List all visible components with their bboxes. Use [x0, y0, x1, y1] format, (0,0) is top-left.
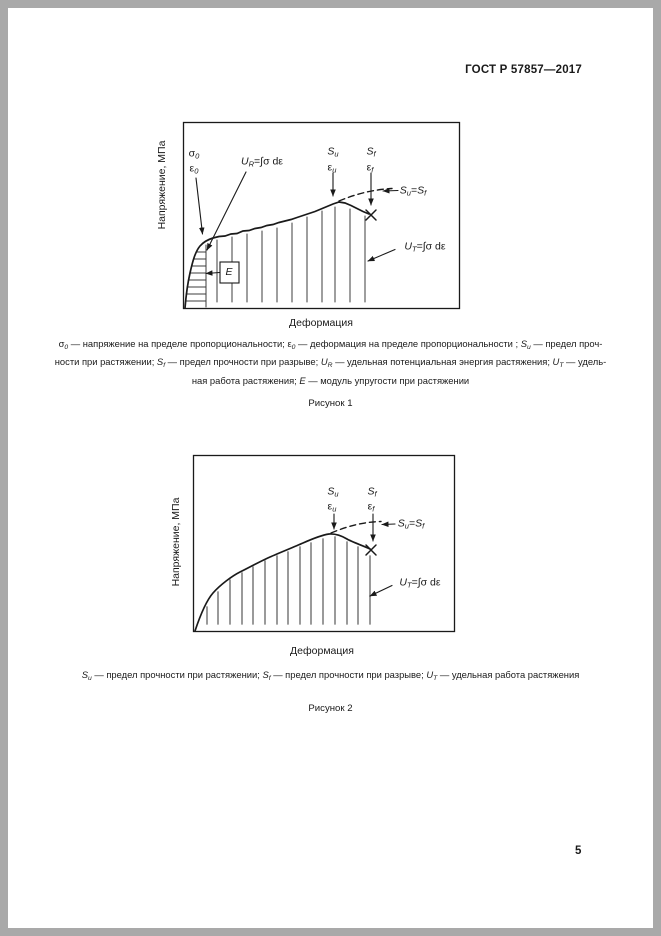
figure2-eps-f-label: εf [367, 500, 375, 514]
figure2-label: Рисунок 2 [308, 703, 353, 714]
figure2-sueqsf-arrow [381, 521, 396, 528]
figure2-eps-u-label: εu [327, 500, 337, 514]
figure1-horizontal-hatch [185, 244, 207, 308]
page-paper [8, 8, 653, 928]
figure1-su-label: Su [327, 145, 339, 159]
figure1-caption-line: ная работа растяжения; E — модуль упруго… [191, 374, 470, 386]
figure2-plot [192, 454, 456, 633]
figure1-ut-arrow [367, 248, 396, 262]
figure2-frame [192, 454, 456, 633]
figure1-plot [182, 121, 461, 310]
figure2-ut-arrow [369, 584, 393, 597]
figure2-arrows [331, 513, 396, 597]
figure2-caption-line: Su — предел прочности при растяжении; Sf… [81, 669, 580, 683]
figure1-x-axis-label: Деформация [289, 317, 353, 329]
figure1-e-arrow [205, 270, 221, 276]
figure1-fracture-x-icon [365, 209, 377, 221]
figure1-arrows [195, 171, 399, 276]
figure1-dashed-extension [338, 187, 393, 202]
figure2-caption: Su — предел прочности при растяжении; Sf… [0, 668, 661, 686]
figure1-label: Рисунок 1 [308, 398, 353, 409]
figure2-sf-label: Sf [367, 485, 377, 499]
figure1-ur-formula-label: UR=∫σ dε [241, 155, 283, 169]
figure1-y-axis-label: Напряжение, МПа [156, 140, 168, 230]
figure2-vertical-hatch [206, 536, 371, 625]
figure1-su-eq-sf-label: Su=Sf [399, 184, 427, 198]
figure2-su-eq-sf-label: Su=Sf [397, 517, 425, 531]
figure2-dashed-extension [330, 520, 382, 534]
figure1-sigma0-label: σ0 [188, 147, 200, 161]
figure1-caption-line: σ0 — напряжение на пределе пропорциональ… [58, 338, 603, 352]
figure1-e-modulus-label: E [225, 266, 233, 278]
figure2-stress-strain-curve [194, 533, 371, 632]
figure1-sf-label: Sf [366, 145, 376, 159]
figure2-fracture-x-icon [365, 544, 377, 556]
figure1-sueqsf-arrow [382, 187, 399, 194]
figure1-eps0-label: ε0 [189, 162, 199, 176]
figure1-stress-strain-curve [184, 201, 370, 309]
page-number: 5 [575, 845, 582, 857]
figure1-caption: σ0 — напряжение на пределе пропорциональ… [50, 337, 611, 388]
figure2-x-axis-label: Деформация [290, 645, 354, 657]
figure1-ur-arrow [206, 171, 247, 251]
figure2-su-label: Su [327, 485, 339, 499]
document-header-title: ГОСТ Р 57857—2017 [465, 64, 582, 76]
figure2-y-axis-label: Напряжение, МПа [170, 497, 182, 587]
figure1-frame [182, 121, 461, 310]
figure1-eps-u-label: εu [327, 161, 337, 175]
figure1-eps-f-label: εf [366, 161, 374, 175]
figure2-ut-formula-label: UT=∫σ dε [399, 576, 441, 590]
figure1-ut-formula-label: UT=∫σ dε [404, 240, 446, 254]
figure1-vertical-hatch [216, 206, 366, 303]
figure1-caption-line: ности при растяжении; Sf — предел прочно… [54, 356, 607, 370]
figure1-sigma0-arrow [195, 177, 205, 235]
